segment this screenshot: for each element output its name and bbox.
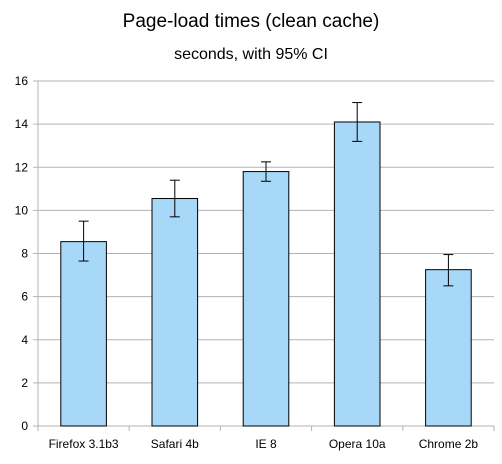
y-tick-label: 16 [15, 74, 29, 88]
chart-title: Page-load times (clean cache) [123, 11, 380, 32]
bar [242, 171, 290, 427]
y-tick-label: 4 [21, 333, 28, 347]
bar [425, 269, 472, 427]
y-tick-label: 2 [21, 376, 28, 390]
plot-area: 0 2 4 6 8 10 12 14 16 Firefox 3.1b3 Safari 4b IE 8 O… [15, 74, 495, 451]
bar [60, 241, 107, 427]
x-tick-label: Chrome 2b [419, 437, 479, 451]
chart-subtitle: seconds, with 95% CI [174, 46, 328, 63]
bar [151, 198, 199, 427]
y-tick-label: 6 [21, 290, 28, 304]
y-tick-label: 10 [15, 203, 29, 217]
x-tick-label: Opera 10a [329, 437, 386, 451]
y-tick-label: 12 [15, 160, 29, 174]
x-tick-label: Firefox 3.1b3 [49, 437, 119, 451]
x-tick-label: Safari 4b [151, 437, 199, 451]
y-tick-label: 14 [15, 117, 29, 131]
bar [333, 121, 381, 427]
y-tick-label: 0 [21, 419, 28, 433]
y-tick-label: 8 [21, 247, 28, 261]
x-tick-label: IE 8 [255, 437, 277, 451]
